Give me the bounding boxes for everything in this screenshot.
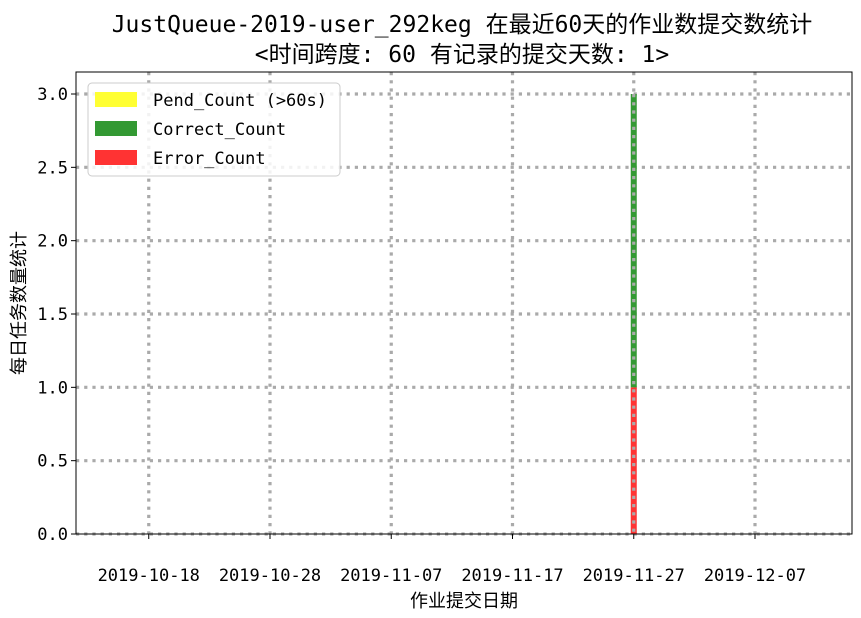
x-tick-label: 2019-10-18 [98, 566, 200, 586]
legend-label: Pend_Count (>60s) [153, 91, 327, 111]
legend-label: Correct_Count [153, 120, 286, 140]
x-tick-label: 2019-10-28 [219, 566, 321, 586]
y-tick-label: 1.5 [37, 305, 68, 325]
legend-label: Error_Count [153, 149, 266, 169]
bar-error-count [630, 387, 637, 534]
bar-correct-count [630, 94, 637, 388]
x-tick-label: 2019-12-07 [704, 566, 806, 586]
y-tick-label: 2.0 [37, 232, 68, 252]
bars [630, 94, 637, 534]
y-tick-label: 3.0 [37, 85, 68, 105]
x-tick-label: 2019-11-27 [583, 566, 685, 586]
legend-frame [87, 82, 341, 177]
y-tick-label: 0.5 [37, 452, 68, 472]
plot-frame [75, 71, 853, 535]
chart-subtitle: <时间跨度: 60 有记录的提交天数: 1> [255, 42, 669, 68]
x-tick-label: 2019-11-17 [461, 566, 563, 586]
legend-swatch [95, 150, 137, 165]
y-tick-label: 2.5 [37, 158, 68, 178]
y-axis-label: 每日任务数量统计 [9, 231, 30, 375]
x-axis-label: 作业提交日期 [410, 591, 518, 612]
y-tick-label: 0.0 [37, 525, 68, 545]
x-axis: 2019-10-18 2019-10-28 2019-11-07 2019-11-17… [98, 534, 806, 586]
chart-title: JustQueue-2019-user_292keg 在最近60天的作业数提交数… [112, 12, 813, 38]
x-tick-label: 2019-11-07 [340, 566, 442, 586]
y-tick-label: 1.0 [37, 378, 68, 398]
legend: Pend_Count (>60s) Correct_Count Error_Coun… [87, 82, 341, 177]
y-axis: 0.0 0.5 1.0 1.5 2.0 2.5 3.0 [37, 85, 76, 545]
legend-swatch [95, 121, 137, 136]
legend-swatch [95, 92, 137, 107]
